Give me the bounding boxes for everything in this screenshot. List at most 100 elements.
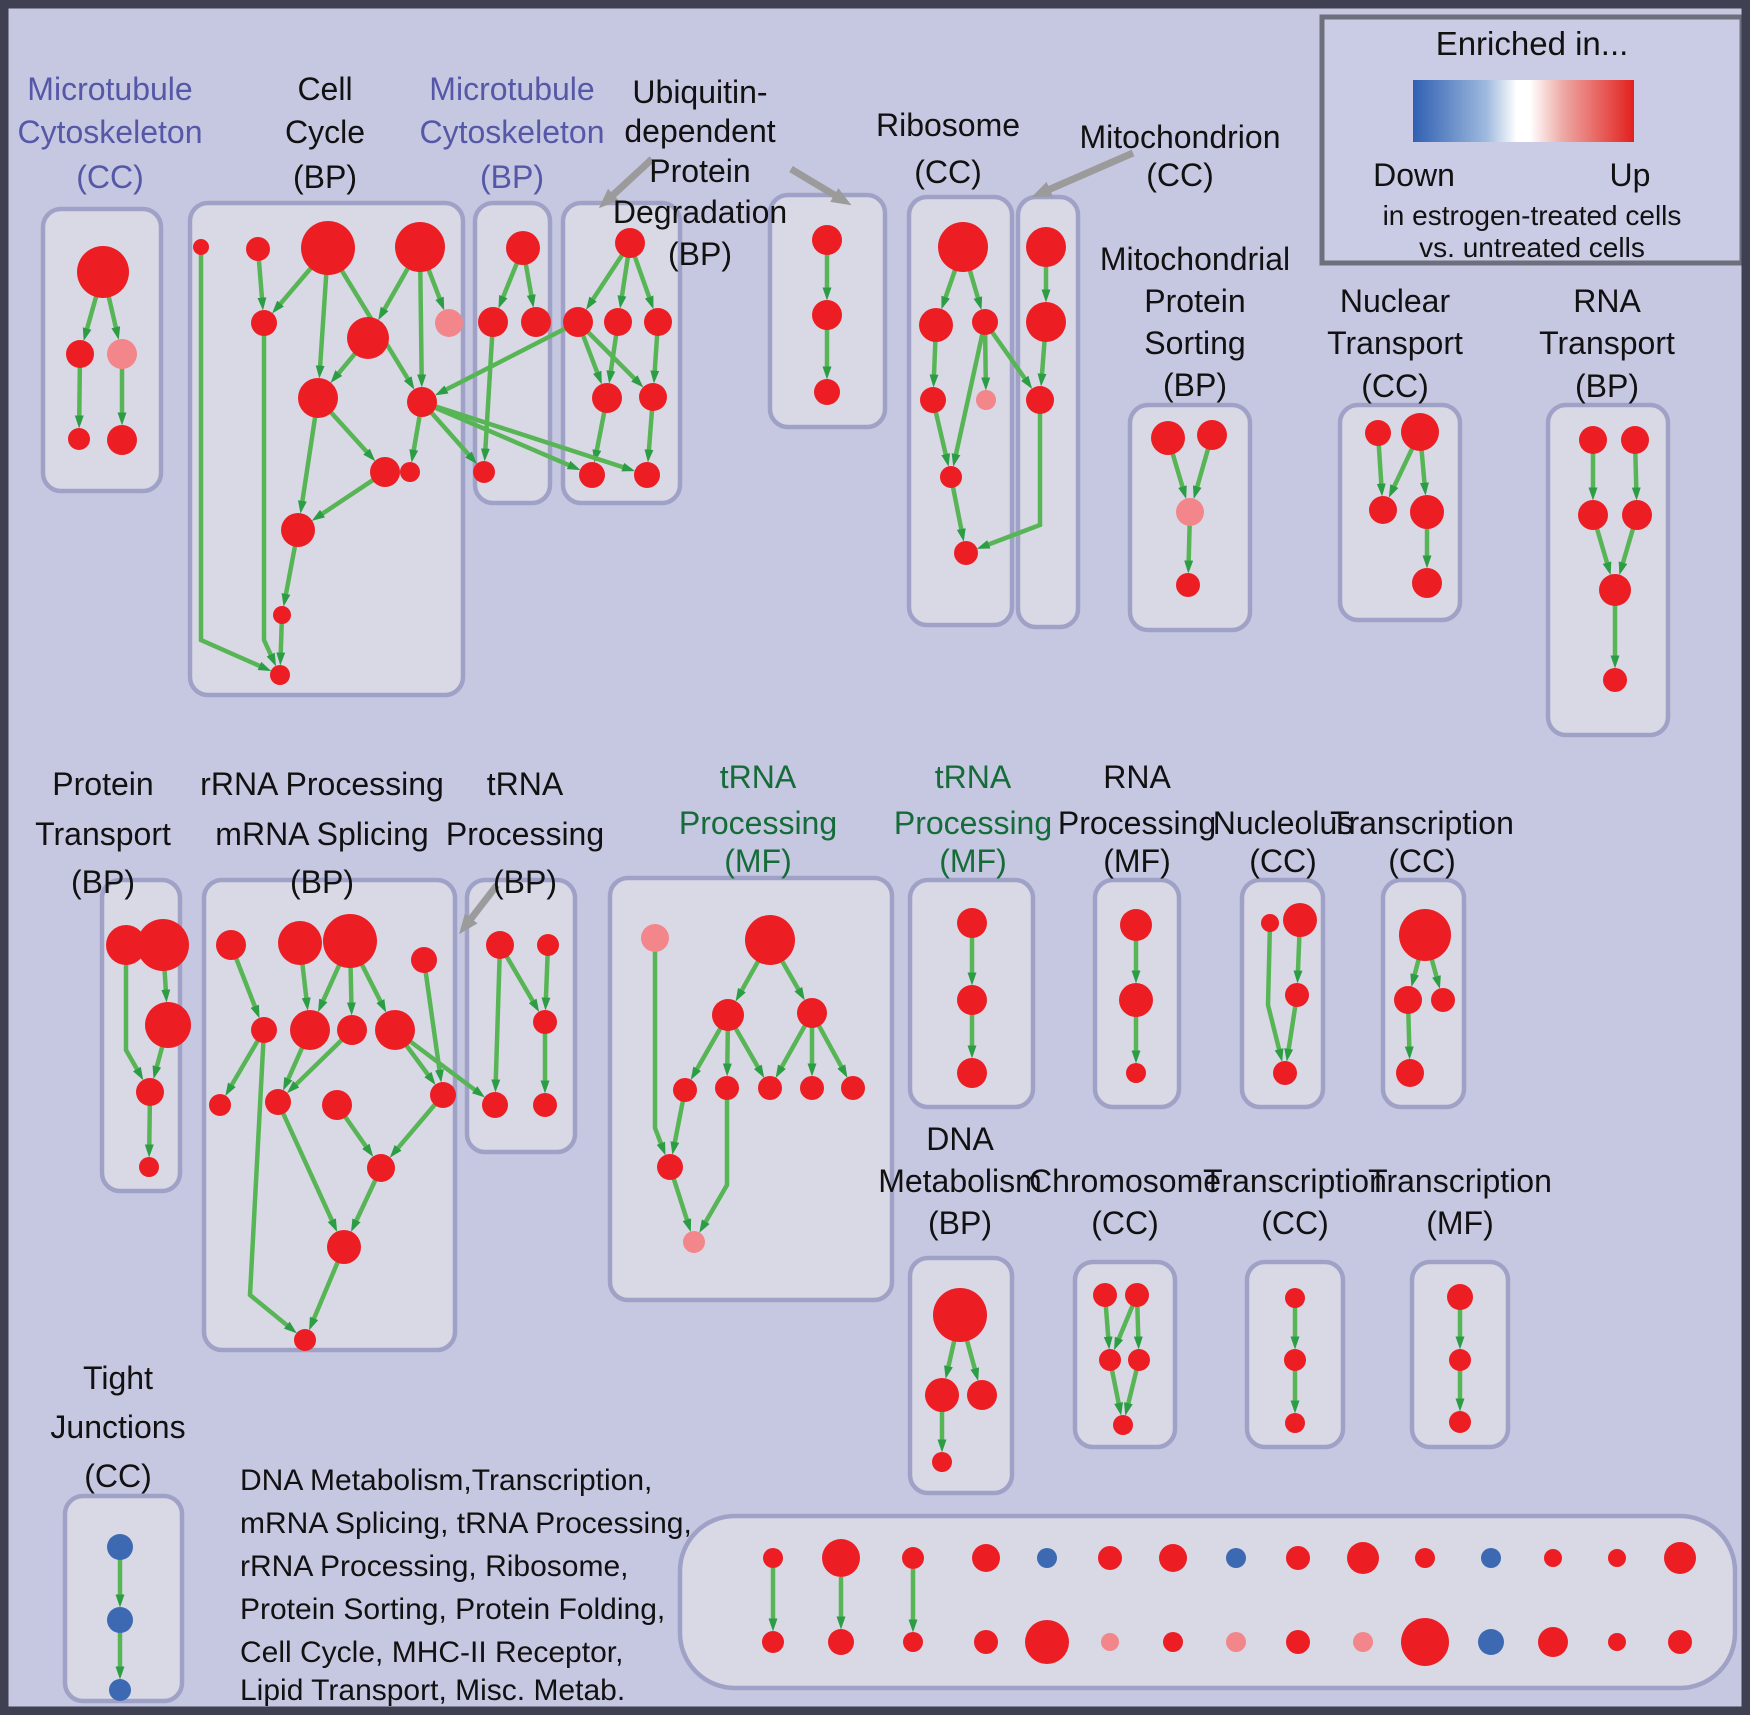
cell-cycle-node-P <box>435 309 463 337</box>
cell-cycle-node-g <box>370 457 400 487</box>
rrna-processing-edge-r0-r11 <box>421 959 444 1083</box>
cell-cycle-node-h <box>281 513 315 547</box>
rrna-processing-node-r8 <box>209 1094 231 1116</box>
mito-protein-sorting-node-S1 <box>1151 421 1185 455</box>
transcription-mf-node-F1 <box>1447 1284 1473 1310</box>
ribosome-node-R1 <box>938 222 988 272</box>
protein-transport-node-P3 <box>145 1002 191 1048</box>
legend-subtitle-2: vs. untreated cells <box>1419 232 1645 263</box>
transcription-cc-b-node-E3 <box>1285 1413 1305 1433</box>
tight-junctions-node-J3 <box>109 1679 131 1701</box>
misc-clusters-text-line-2: rRNA Processing, Ribosome, <box>240 1550 628 1583</box>
misc-panel-top-node-2 <box>902 1547 924 1569</box>
transcription-cc-b-node-E1 <box>1285 1288 1305 1308</box>
trna-processing-mf-a-node-X4 <box>673 1078 697 1102</box>
cell-cycle-node-b <box>246 237 270 261</box>
nuclear-transport-label-line-1: Transport <box>1327 325 1463 361</box>
transcription-mf-node-F2 <box>1449 1349 1471 1371</box>
ribosome-node-R5 <box>976 390 996 410</box>
misc-panel-bottom-node-7 <box>1226 1632 1246 1652</box>
rrna-processing-node-r1 <box>216 930 246 960</box>
mito-protein-sorting-label-line-1: Protein <box>1144 283 1245 319</box>
trna-processing-mf-b-label-line-1: Processing <box>894 805 1052 841</box>
misc-panel-bottom-node-14 <box>1668 1630 1692 1654</box>
trna-processing-mf-b-label-line-2: (MF) <box>939 843 1007 879</box>
rrna-processing-node-r0 <box>411 947 437 973</box>
ribosome-box <box>906 194 1015 628</box>
rna-processing-mf-node-Z3 <box>1126 1063 1146 1083</box>
microtubule-cc-node-C <box>107 339 137 369</box>
cell-cycle-node-f <box>298 378 338 418</box>
ubiquitin-degradation-label-line-3: Degradation <box>613 194 787 230</box>
trna-processing-bp-node-T5 <box>533 1093 557 1117</box>
mito-protein-sorting-node-S2 <box>1197 420 1227 450</box>
rna-transport-node-Q1 <box>1579 426 1607 454</box>
chromosome-box <box>1072 1259 1178 1450</box>
cell-cycle-edge-d-j <box>261 323 277 667</box>
trna-processing-bp-label-line-1: Processing <box>446 816 604 852</box>
nuclear-transport-node-N1 <box>1365 420 1391 446</box>
rrna-processing-node-r2 <box>278 921 322 965</box>
misc-panel-bottom-node-9 <box>1353 1632 1373 1652</box>
transcription-cc-a-node-V4 <box>1396 1059 1424 1087</box>
trna-processing-bp-label-line-2: (BP) <box>493 864 557 900</box>
mito-protein-sorting-label-line-0: Mitochondrial <box>1100 241 1290 277</box>
trna-processing-mf-a-node-X2 <box>712 999 744 1031</box>
microtubule-bp-box <box>472 200 553 506</box>
ubiquitin-degradation-node-Tc <box>615 228 645 258</box>
ribosome-node-R2 <box>919 308 953 342</box>
dna-metabolism-node-D4 <box>932 1452 952 1472</box>
misc-panel-bottom-node-4 <box>1025 1620 1069 1664</box>
rrna-processing-node-rB <box>327 1230 361 1264</box>
rrna-processing-node-r10 <box>322 1090 352 1120</box>
protein-transport-label-line-0: Protein <box>52 766 153 802</box>
ubiquitin-degradation-node-l2 <box>639 383 667 411</box>
misc-panel-top-node-11 <box>1481 1548 1501 1568</box>
protein-transport-node-P1 <box>106 925 146 965</box>
chromosome-node-C4 <box>1128 1349 1150 1371</box>
misc-panel-top-node-5 <box>1098 1546 1122 1570</box>
microtubule-bp-label-line-1: Cytoskeleton <box>420 114 605 150</box>
nuclear-transport-node-N3 <box>1369 496 1397 524</box>
trna-processing-mf-b-node-Y1 <box>957 908 987 938</box>
trna-processing-mf-a-node-X9 <box>657 1154 683 1180</box>
misc-panel-top-node-10 <box>1415 1548 1435 1568</box>
misc-panel-bottom-node-10 <box>1401 1618 1449 1666</box>
nuclear-transport-node-N5 <box>1412 568 1442 598</box>
trna-processing-mf-b-node-Y2 <box>957 985 987 1015</box>
ubiquitin-degradation-node-b2 <box>634 462 660 488</box>
rrna-processing-node-rC <box>294 1329 316 1351</box>
misc-clusters-text-line-1: mRNA Splicing, tRNA Processing, <box>240 1507 692 1540</box>
microtubule-bp-label-line-2: (BP) <box>480 159 544 195</box>
ubiquitin-degradation-node-m2 <box>604 308 632 336</box>
dna-metabolism-label-line-2: (BP) <box>928 1205 992 1241</box>
misc-panel-top-node-0 <box>763 1548 783 1568</box>
misc-panel-top-node-9 <box>1347 1542 1379 1574</box>
transcription-cc-b-label-line-0: Transcription <box>1203 1163 1387 1199</box>
misc-panel-bottom-node-11 <box>1478 1629 1504 1655</box>
misc-panel-bottom-node-1 <box>828 1629 854 1655</box>
dna-metabolism-node-D2 <box>925 1378 959 1412</box>
cell-cycle-label-line-2: (BP) <box>293 159 357 195</box>
tight-junctions-node-J2 <box>107 1607 133 1633</box>
misc-panel-top-node-12 <box>1544 1549 1562 1567</box>
chromosome-label-line-0: Chromosome <box>1029 1163 1221 1199</box>
nucleolus-node-W3 <box>1285 983 1309 1007</box>
microtubule-cc-node-D <box>68 428 90 450</box>
trna-processing-mf-a-node-X1 <box>745 915 795 965</box>
misc-panel-bottom-node-2 <box>903 1632 923 1652</box>
mito-protein-sorting-node-S4 <box>1176 573 1200 597</box>
transcription-cc-a-node-V1 <box>1399 909 1451 961</box>
trna-processing-bp-node-T4 <box>482 1092 508 1118</box>
microtubule-cc-label-line-2: (CC) <box>76 159 144 195</box>
transcription-cc-a-label-line-0: Transcription <box>1330 805 1514 841</box>
ubiquitin-degradation-node-m1 <box>563 307 593 337</box>
tight-junctions-label-line-2: (CC) <box>84 1458 152 1494</box>
chromosome-label-line-1: (CC) <box>1091 1205 1159 1241</box>
chromosome-node-C5 <box>1113 1415 1133 1435</box>
legend-down-label: Down <box>1373 157 1455 193</box>
trna-processing-bp-node-T1 <box>486 931 514 959</box>
protein-transport-label-line-1: Transport <box>35 816 171 852</box>
microtubule-bp-node-c2 <box>521 307 551 337</box>
